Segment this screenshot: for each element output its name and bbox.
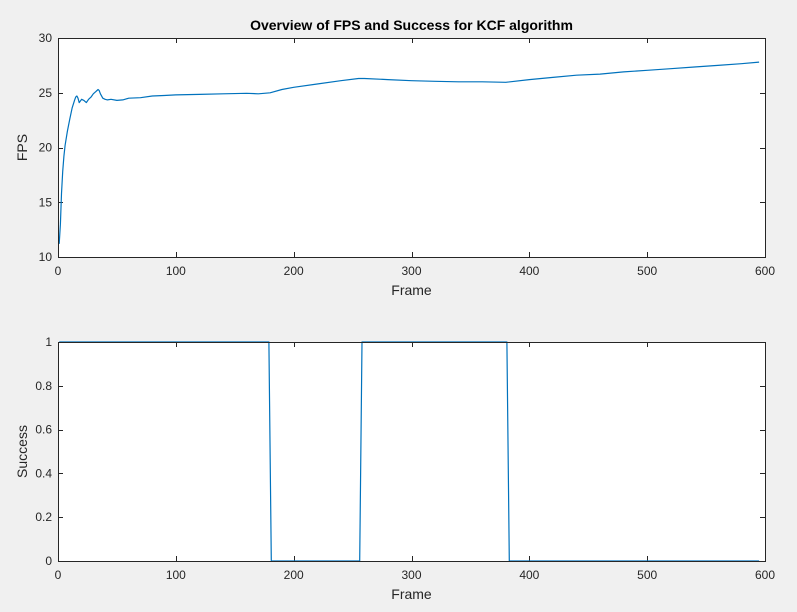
x-tick-label: 500	[637, 568, 657, 582]
y-tick-label: 1	[45, 335, 52, 349]
x-tick-label: 600	[755, 264, 775, 278]
x-tick-label: 400	[519, 264, 539, 278]
success-ticks: 0 100 200 300 400 500 600 0 0.2 0.4 0.6 0.8 1	[35, 335, 775, 582]
success-y-axis-label: Success	[14, 425, 30, 478]
x-tick-label: 200	[284, 568, 304, 582]
y-tick-label: 0.6	[35, 423, 52, 437]
fps-ticks: 0 100 200 300 400 500 600 10 15 20 25 30	[39, 31, 776, 278]
y-tick-label: 0.4	[35, 466, 52, 480]
fps-x-axis-label: Frame	[391, 282, 432, 298]
fps-axes-box	[58, 38, 766, 258]
fps-plot-area	[58, 38, 765, 257]
x-tick-label: 300	[401, 264, 421, 278]
x-tick-label: 0	[55, 568, 62, 582]
x-tick-label: 400	[519, 568, 539, 582]
y-tick-label: 15	[39, 195, 53, 209]
y-tick-label: 30	[39, 31, 53, 45]
success-axes-box	[58, 342, 766, 562]
x-tick-label: 200	[284, 264, 304, 278]
x-tick-label: 600	[755, 568, 775, 582]
fps-axes: 0 100 200 300 400 500 600 10 15 20 25 30 Overview o…	[14, 17, 775, 298]
y-tick-label: 0.8	[35, 379, 52, 393]
y-tick-label: 0	[45, 554, 52, 568]
fps-series	[58, 61, 760, 244]
success-x-axis-label: Frame	[391, 586, 432, 602]
fps-series-line	[58, 61, 760, 244]
success-series	[59, 341, 760, 562]
x-tick-label: 100	[166, 568, 186, 582]
y-tick-label: 20	[39, 141, 53, 155]
x-tick-label: 0	[55, 264, 62, 278]
x-tick-label: 300	[401, 568, 421, 582]
success-plot-area	[58, 342, 765, 561]
fps-y-axis-label: FPS	[14, 134, 30, 161]
x-tick-label: 100	[166, 264, 186, 278]
chart-title: Overview of FPS and Success for KCF algo…	[250, 17, 573, 33]
x-tick-label: 500	[637, 264, 657, 278]
y-tick-label: 0.2	[35, 510, 52, 524]
y-tick-label: 10	[39, 250, 53, 264]
y-tick-label: 25	[39, 86, 53, 100]
success-series-line	[59, 341, 760, 562]
